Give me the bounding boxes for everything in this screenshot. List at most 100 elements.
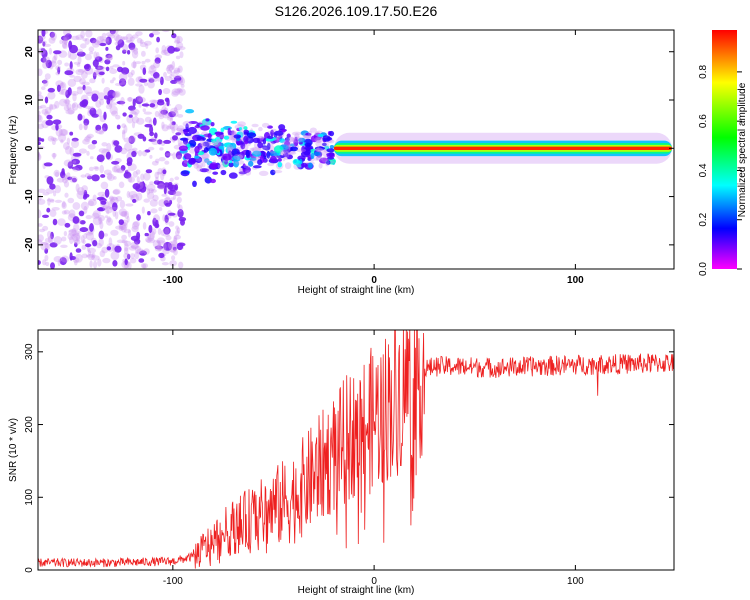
colorbar-label: Normalized spectral amplitude (737, 82, 748, 217)
heatmap-cell (326, 152, 335, 157)
heatmap-cell (155, 47, 159, 54)
heatmap-cell (315, 146, 326, 151)
heatmap-cell (123, 252, 130, 260)
heatmap-cell (91, 140, 98, 145)
heatmap-cell (105, 46, 109, 51)
heatmap-cell (45, 59, 52, 69)
heatmap-cell (101, 246, 109, 254)
heatmap-cell (47, 135, 55, 142)
heatmap-cell (38, 188, 46, 193)
heatmap-cell (76, 86, 84, 90)
heatmap-cell (89, 37, 97, 44)
heatmap-cell (85, 231, 94, 236)
heatmap-cell (114, 245, 122, 253)
heatmap-cell (126, 190, 131, 199)
heatmap-cell (223, 135, 230, 140)
heatmap-cell (84, 243, 92, 248)
heatmap-cell (54, 100, 60, 109)
heatmap-cell (315, 139, 322, 147)
heatmap-cell (252, 150, 262, 157)
heatmap-cell (327, 156, 335, 160)
heatmap-cell (121, 123, 127, 128)
heatmap-cell (63, 159, 73, 167)
colorbar-tick-label: 0.8 (698, 64, 709, 78)
heatmap-cell (217, 164, 226, 169)
heatmap-cell (109, 79, 114, 84)
heatmap-cell (105, 103, 113, 110)
heatmap-cell (80, 201, 89, 211)
heatmap-cell (220, 169, 227, 176)
heatmap-cell (143, 198, 150, 203)
heatmap-cell (81, 185, 88, 193)
heatmap-cell (149, 199, 158, 207)
heatmap-cell (116, 168, 124, 173)
heatmap-cell (107, 89, 116, 99)
heatmap-cell (92, 240, 98, 247)
heatmap-cell (164, 214, 169, 223)
heatmap-cell (106, 97, 111, 105)
heatmap-cell (69, 175, 78, 183)
heatmap-cell (61, 40, 68, 44)
heatmap-cell (38, 153, 42, 162)
heatmap-cell (106, 142, 112, 152)
heatmap-cell (68, 229, 77, 233)
heatmap-cell (127, 77, 135, 86)
heatmap-cell (156, 237, 166, 245)
heatmap-cell (102, 257, 111, 264)
heatmap-cell (140, 173, 145, 181)
heatmap-cell (98, 148, 108, 153)
heatmap-cell (216, 138, 221, 143)
heatmap-cell (155, 176, 159, 182)
heatmap-cell (75, 34, 84, 41)
heatmap-cell (144, 232, 149, 237)
heatmap-cell (118, 219, 125, 226)
heatmap-cell (53, 256, 63, 263)
heatmap-cell (91, 212, 100, 220)
heatmap-cell (99, 250, 106, 258)
heatmap-cell (98, 216, 103, 225)
heatmap-cell (144, 40, 152, 46)
heatmap-cell (293, 136, 303, 143)
heatmap-cell (130, 244, 139, 250)
heatmap-cell (304, 142, 312, 148)
heatmap-cell (38, 137, 43, 142)
heatmap-cell (78, 210, 85, 217)
heatmap-cell (128, 191, 138, 198)
heatmap-cell (227, 127, 231, 136)
heatmap-cell (76, 63, 81, 67)
heatmap-cell (113, 33, 120, 42)
heatmap-cell (129, 36, 135, 42)
heatmap-cell (142, 67, 147, 75)
heatmap-cell (42, 214, 49, 218)
heatmap-cell (132, 220, 140, 227)
heatmap-cell (230, 130, 237, 136)
heatmap-cell (307, 162, 313, 169)
heatmap-cell (71, 227, 77, 237)
heatmap-cell (46, 176, 54, 185)
heatmap-cell (107, 173, 115, 182)
heatmap-cell (46, 114, 53, 120)
heatmap-cell (212, 171, 219, 175)
heatmap-cell (84, 136, 91, 142)
heatmap-cell (175, 55, 181, 60)
heatmap-cell (50, 199, 55, 203)
colorbar-gradient (712, 30, 737, 269)
heatmap-cell (95, 65, 104, 71)
heatmap-cell (180, 170, 190, 177)
heatmap-cell (134, 251, 140, 260)
heatmap-cell (173, 248, 178, 256)
heatmap-cell (149, 131, 155, 137)
heatmap-cell (126, 215, 130, 223)
heatmap-cell (185, 109, 195, 114)
y-tick-label: -20 (24, 237, 35, 252)
heatmap-cell (261, 122, 270, 128)
heatmap-cell (82, 138, 90, 145)
heatmap-cell (108, 53, 114, 61)
heatmap-cell (164, 76, 172, 81)
heatmap-cell (103, 37, 110, 42)
heatmap-cell (72, 216, 80, 224)
heatmap-cell (127, 96, 133, 102)
heatmap-cell (313, 151, 321, 156)
heatmap-cell (105, 32, 115, 37)
heatmap-cell (81, 115, 86, 120)
